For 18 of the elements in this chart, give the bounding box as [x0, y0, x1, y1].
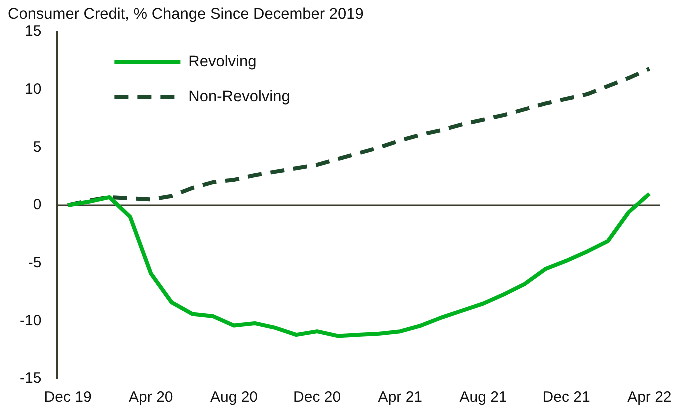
- y-tick-label: -15: [20, 370, 42, 388]
- y-tick-label: -10: [20, 312, 42, 330]
- x-tick-label: Apr 20: [129, 389, 174, 406]
- y-tick-label: 5: [33, 138, 42, 156]
- chart-title: Consumer Credit, % Change Since December 2019: [8, 6, 364, 24]
- x-tick-label: Aug 21: [460, 389, 508, 406]
- y-tick-label: -5: [28, 254, 42, 272]
- y-tick-label: 10: [24, 80, 42, 98]
- legend-label: Non-Revolving: [188, 88, 290, 106]
- y-tick-label: 15: [24, 23, 42, 40]
- x-tick-label: Aug 20: [210, 389, 258, 406]
- x-tick-label: Apr 22: [628, 389, 672, 406]
- legend-label: Revolving: [188, 53, 257, 70]
- x-tick-label: Apr 21: [378, 389, 423, 406]
- x-tick-label: Dec 21: [542, 389, 590, 406]
- x-tick-label: Dec 19: [44, 389, 92, 406]
- x-tick-label: Dec 20: [294, 389, 342, 406]
- y-tick-label: 0: [33, 196, 42, 214]
